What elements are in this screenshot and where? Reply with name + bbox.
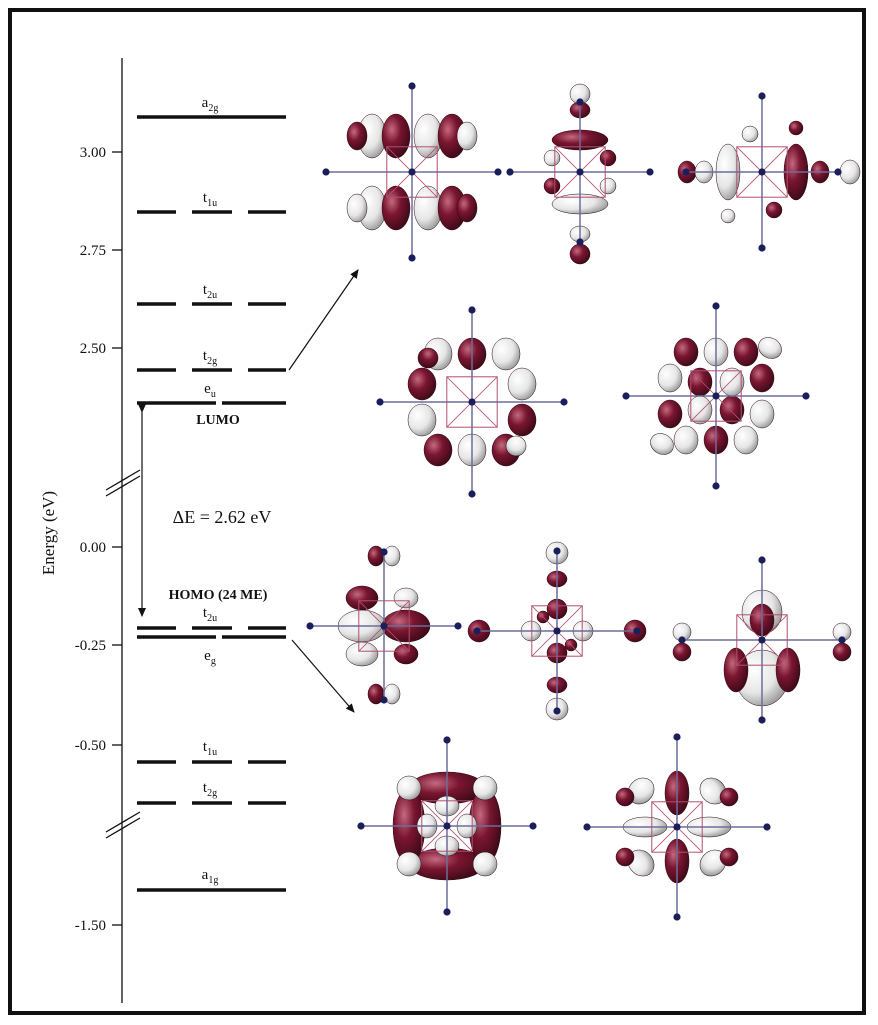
level-label: a2g bbox=[202, 95, 219, 114]
tick-label: 3.00 bbox=[80, 145, 106, 161]
tick-label: 2.50 bbox=[80, 341, 106, 357]
energy-level: t2g bbox=[137, 348, 286, 372]
level-label: t2g bbox=[203, 780, 217, 799]
energy-level: eg bbox=[137, 635, 286, 667]
homo-label: HOMO (24 ME) bbox=[169, 588, 268, 603]
orbital-images bbox=[306, 82, 861, 921]
homo-pointer-arrow bbox=[291, 639, 355, 713]
level-label: eg bbox=[204, 648, 216, 667]
gap-label: ΔE = 2.62 eV bbox=[173, 507, 272, 527]
lumo-label: LUMO bbox=[196, 413, 240, 428]
orbital-isosurface bbox=[376, 306, 568, 498]
axis-title: Energy (eV) bbox=[39, 491, 58, 575]
energy-levels: a2g t1u t2u t2g eu t2u eg t1u t2g a1g bbox=[137, 95, 286, 892]
orbital-isosurface bbox=[672, 556, 852, 724]
orbital-isosurface bbox=[322, 82, 502, 262]
axis-break-upper bbox=[105, 469, 141, 497]
orbital-isosurface bbox=[506, 83, 654, 265]
energy-level: a1g bbox=[137, 867, 286, 892]
orbital-isosurface bbox=[357, 736, 537, 916]
axis-ticks: 3.00 2.75 2.50 0.00 -0.25 -0.50 -1.50 bbox=[75, 145, 122, 934]
energy-level: t2g bbox=[137, 780, 286, 805]
level-label: t1u bbox=[203, 739, 217, 758]
axis-break-lower bbox=[105, 811, 141, 839]
tick-label: -1.50 bbox=[75, 918, 106, 934]
energy-level: a2g bbox=[137, 95, 286, 119]
energy-level: t1u bbox=[137, 739, 286, 764]
energy-level: t1u bbox=[137, 190, 286, 214]
orbital-isosurface bbox=[622, 302, 810, 490]
level-label: eu bbox=[204, 381, 216, 400]
energy-level: eu bbox=[137, 381, 286, 405]
tick-label: 2.75 bbox=[80, 243, 106, 259]
level-label: a1g bbox=[202, 867, 219, 886]
lumo-pointer-arrow bbox=[288, 269, 359, 371]
orbital-isosurface bbox=[583, 733, 771, 921]
level-label: t2u bbox=[203, 282, 217, 301]
orbital-isosurface bbox=[467, 541, 647, 721]
tick-label: -0.25 bbox=[75, 638, 106, 654]
level-label: t2u bbox=[203, 605, 217, 624]
energy-level: t2u bbox=[137, 282, 286, 306]
tick-label: 0.00 bbox=[80, 540, 106, 556]
level-label: t2g bbox=[203, 348, 217, 367]
level-label: t1u bbox=[203, 190, 217, 209]
energy-level: t2u bbox=[137, 605, 286, 630]
orbital-isosurface bbox=[306, 545, 462, 705]
tick-label: -0.50 bbox=[75, 738, 106, 754]
orbital-isosurface bbox=[677, 92, 861, 252]
